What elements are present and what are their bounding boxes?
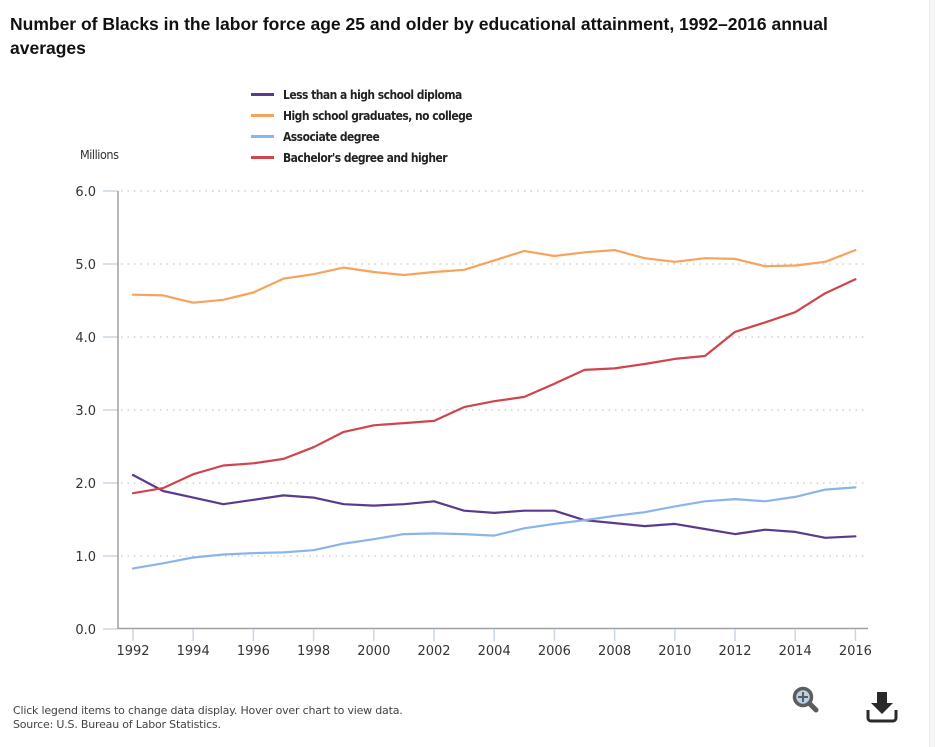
legend-item-high-school-graduates[interactable]: High school graduates, no college: [251, 105, 503, 126]
legend-label: Bachelor's degree and higher: [283, 150, 448, 165]
series-line-bachelor-s-degree-and-higher: [131, 278, 857, 495]
y-tick-label: 0.0: [75, 623, 96, 638]
line-chart[interactable]: 0.0 1.0 2.0 3.0 4.0 5.0 6.0 1992 1994 1996 1998 200…: [0, 0, 935, 700]
x-tick-label: 2000: [357, 644, 390, 659]
legend-label: Associate degree: [283, 129, 380, 144]
y-tick-label: 6.0: [75, 185, 96, 200]
chart-footer: Click legend items to change data displa…: [13, 704, 403, 732]
legend: Less than a high school diploma High sch…: [251, 84, 503, 168]
y-tick-label: 5.0: [75, 258, 96, 273]
y-tick-label: 3.0: [75, 404, 96, 419]
series-line-high-school-graduates-no-college: [131, 249, 857, 304]
legend-item-bachelors-degree[interactable]: Bachelor's degree and higher: [251, 147, 503, 168]
x-tick-label: 1992: [116, 644, 149, 659]
x-tick-label: 2016: [839, 644, 872, 659]
x-tick-label: 2012: [718, 644, 751, 659]
y-tick-label: 2.0: [75, 477, 96, 492]
y-axis-units-label: Millions: [80, 147, 119, 162]
x-tick-label: 2006: [538, 644, 571, 659]
legend-swatch: [251, 135, 274, 138]
x-tick-label: 2004: [478, 644, 511, 659]
x-tick-label: 1998: [297, 644, 330, 659]
legend-item-associate-degree[interactable]: Associate degree: [251, 126, 503, 147]
zoom-in-button[interactable]: [791, 685, 823, 721]
series-lines: [131, 249, 857, 570]
legend-swatch: [251, 114, 274, 117]
download-button[interactable]: [864, 690, 900, 728]
x-tick-label: 2008: [598, 644, 631, 659]
download-icon: [866, 692, 898, 723]
x-tick-label: 2010: [658, 644, 691, 659]
series-line-less-than-a-high-school-diploma: [131, 473, 857, 539]
legend-swatch: [251, 93, 274, 96]
axes: 0.0 1.0 2.0 3.0 4.0 5.0 6.0 1992 1994 1996 1998 200…: [75, 185, 872, 659]
x-tick-label: 1996: [237, 644, 270, 659]
series-line-associate-degree: [131, 486, 857, 570]
legend-label: Less than a high school diploma: [283, 87, 462, 102]
footer-source: Source: U.S. Bureau of Labor Statistics.: [13, 718, 221, 731]
y-tick-label: 1.0: [75, 550, 96, 565]
chart-title: Number of Blacks in the labor force age …: [10, 14, 828, 58]
legend-item-less-than-high-school[interactable]: Less than a high school diploma: [251, 84, 503, 105]
zoom-in-icon: [792, 686, 819, 713]
scrollbar-track[interactable]: [929, 0, 935, 747]
x-tick-label: 2014: [779, 644, 812, 659]
x-tick-label: 1994: [177, 644, 210, 659]
footer-hint: Click legend items to change data displa…: [13, 704, 403, 717]
legend-label: High school graduates, no college: [283, 108, 473, 123]
legend-swatch: [251, 156, 274, 159]
gridlines: [121, 190, 866, 557]
y-tick-label: 4.0: [75, 331, 96, 346]
x-tick-label: 2002: [417, 644, 450, 659]
